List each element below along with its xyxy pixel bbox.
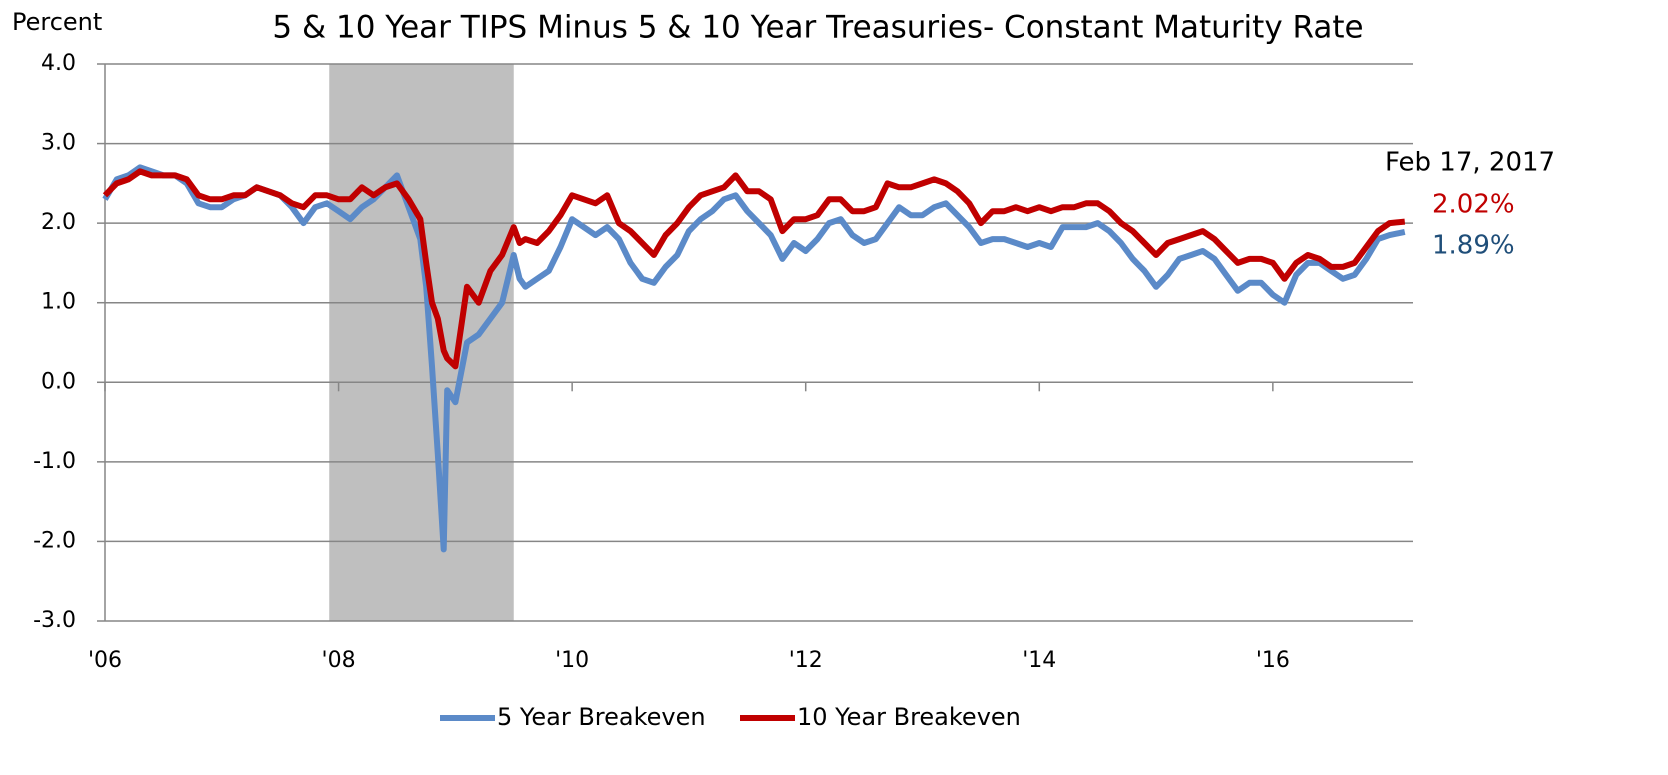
y-tick-label: 3.0 (41, 131, 76, 156)
x-tick-label: '16 (1256, 648, 1290, 673)
x-tick-label: '14 (1022, 648, 1056, 673)
y-tick-label: 0.0 (41, 369, 76, 394)
annotation: 1.89% (1432, 231, 1515, 261)
y-tick-label: 2.0 (41, 210, 76, 235)
legend-label: 5 Year Breakeven (497, 703, 706, 731)
x-tick-label: '08 (322, 648, 356, 673)
annotation: Feb 17, 2017 (1385, 148, 1555, 178)
y-tick-label: 4.0 (41, 51, 76, 76)
series-line (102, 168, 1406, 370)
annotation: 2.02% (1432, 190, 1515, 220)
recession-shading (329, 64, 514, 621)
x-tick-label: '10 (555, 648, 589, 673)
chart-title: 5 & 10 Year TIPS Minus 5 & 10 Year Treas… (272, 10, 1363, 46)
x-tick-label: '06 (88, 648, 122, 673)
y-tick-label: -2.0 (33, 528, 76, 553)
y-tick-label: -3.0 (33, 608, 76, 633)
x-tick-label: '12 (789, 648, 823, 673)
series-line (102, 164, 1406, 553)
legend-label: 10 Year Breakeven (797, 703, 1021, 731)
y-axis-label: Percent (12, 8, 102, 36)
y-tick-label: -1.0 (33, 449, 76, 474)
y-tick-label: 1.0 (41, 290, 76, 315)
